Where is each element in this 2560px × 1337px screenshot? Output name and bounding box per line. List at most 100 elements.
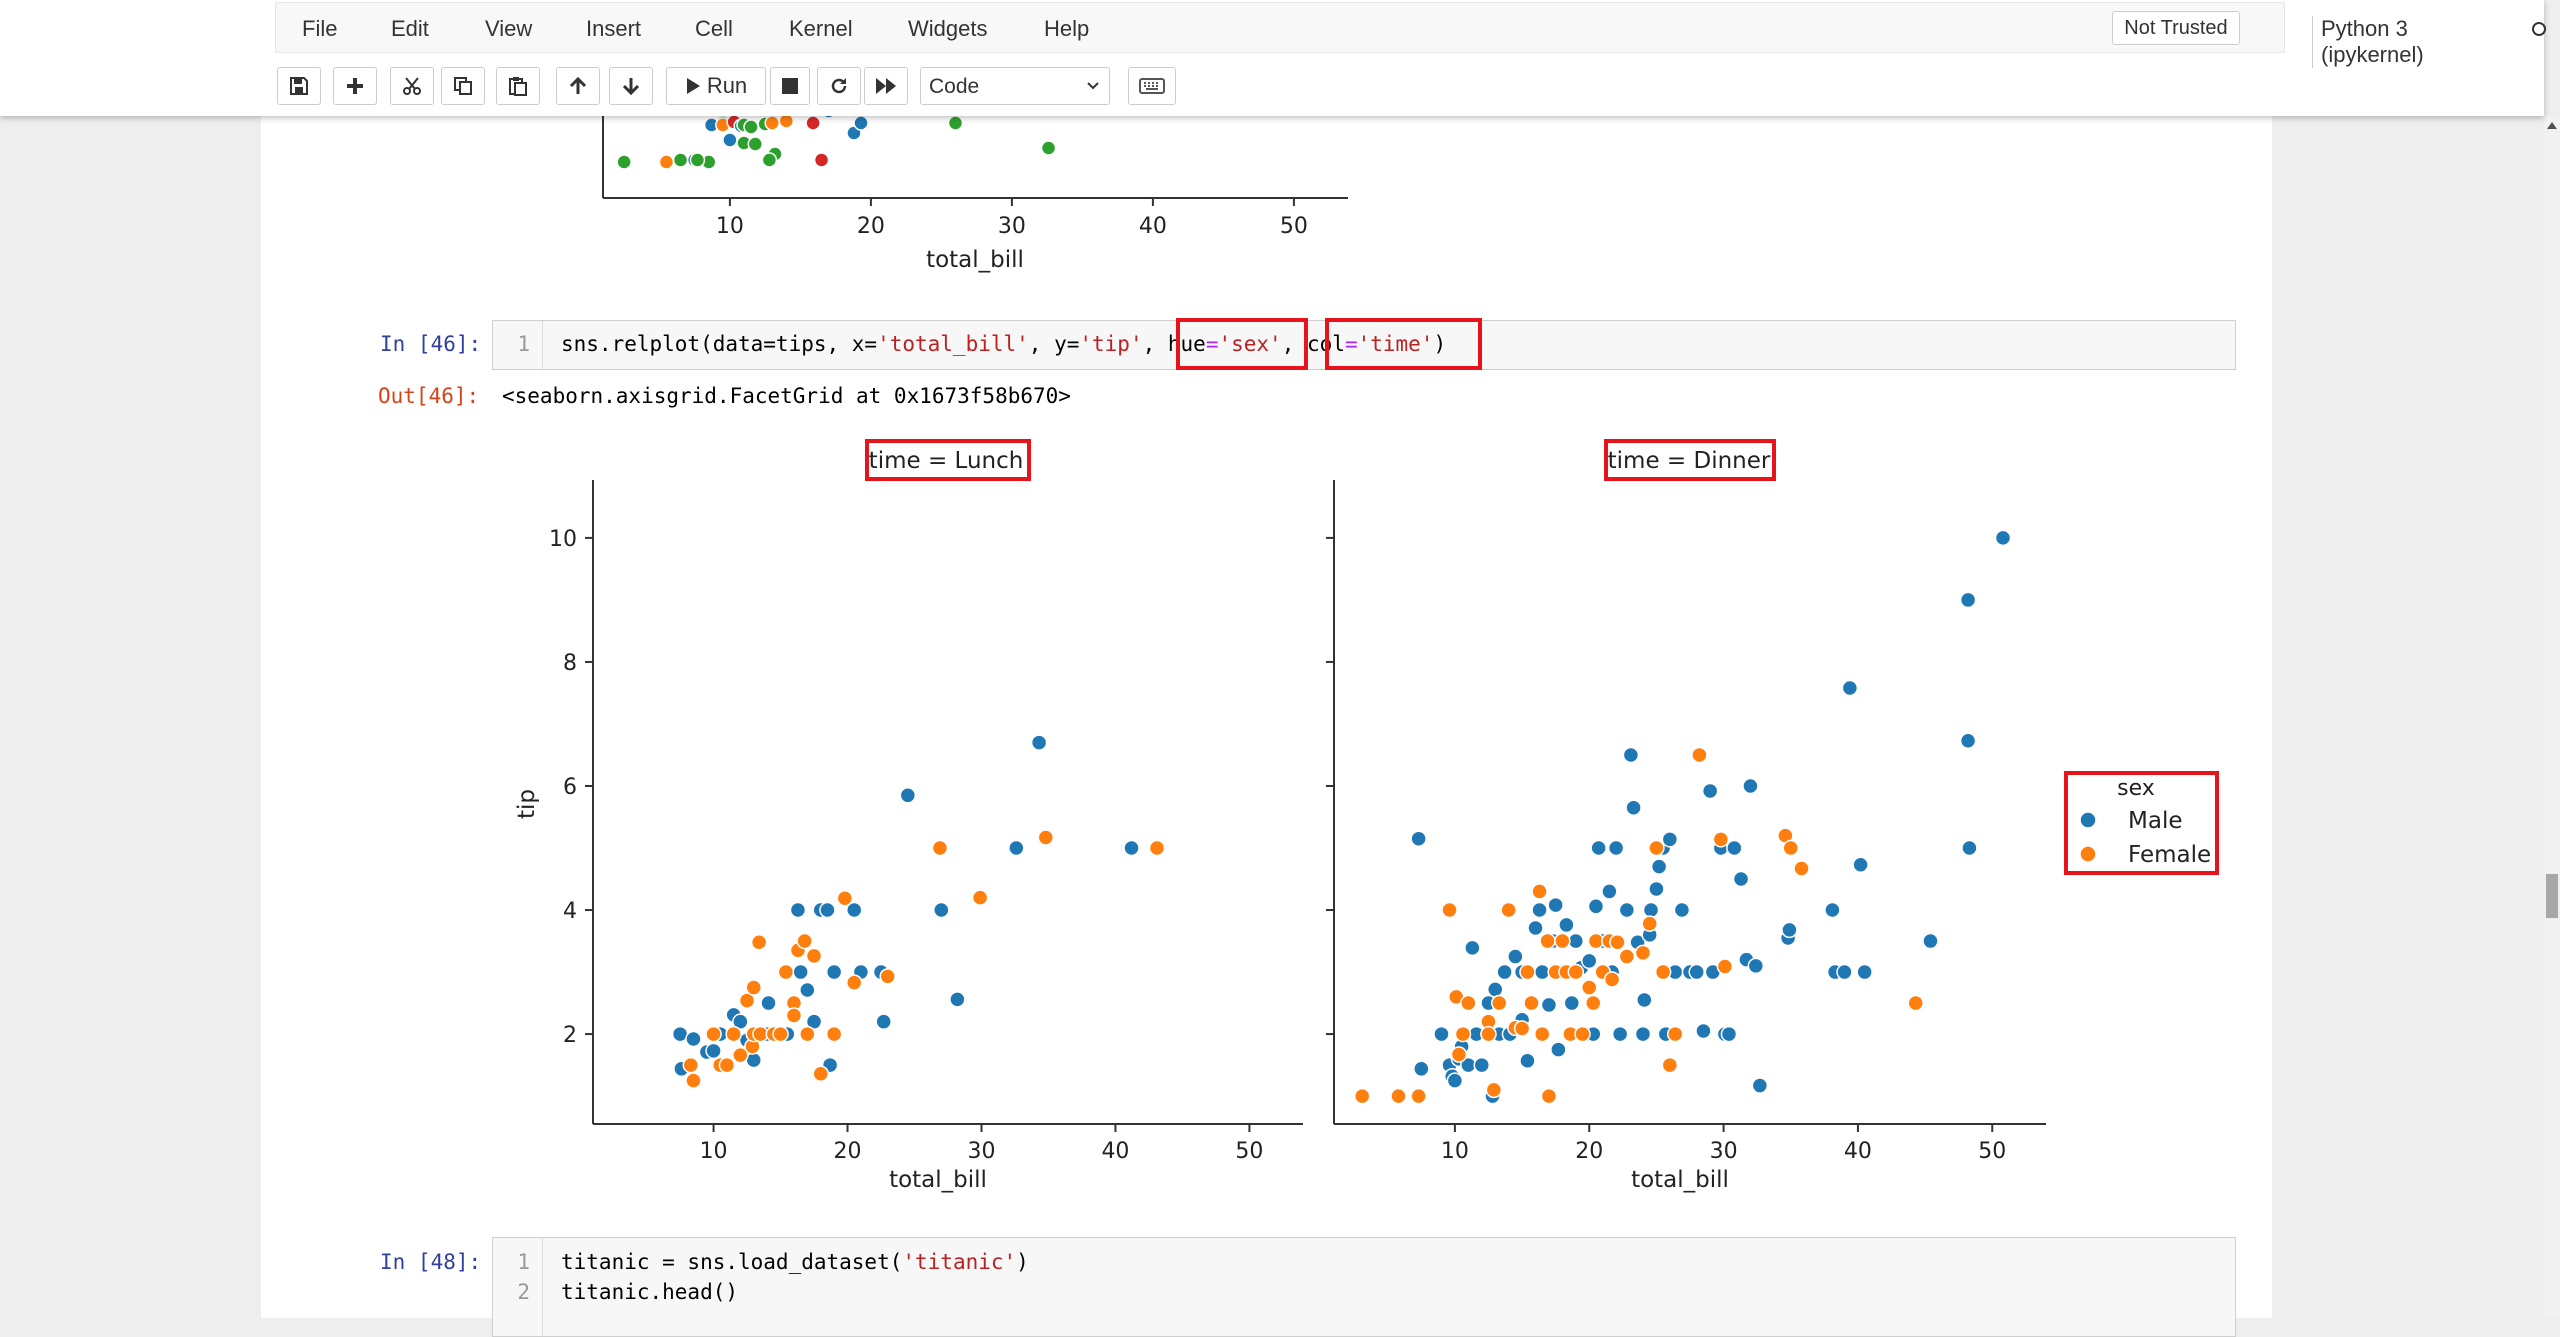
menu-insert[interactable]: Insert	[586, 16, 642, 41]
line-number: 1	[517, 1250, 530, 1274]
scrollbar[interactable]	[2544, 116, 2560, 1318]
data-point-female	[1037, 829, 1055, 846]
legend: sex Male Female	[2064, 771, 2219, 875]
top-plot-point	[747, 136, 764, 152]
top-plot-point	[853, 115, 869, 131]
run-label: Run	[706, 73, 748, 98]
data-point-male	[1852, 856, 1869, 874]
top-plot-point	[658, 154, 675, 170]
scroll-up-arrow-icon[interactable]	[2547, 122, 2557, 129]
kernel-idle-indicator-icon	[2532, 22, 2546, 36]
cell-46-input[interactable]: 1 sns.relplot(data=tips, x='total_bill',…	[492, 320, 2236, 370]
copy-icon	[454, 77, 472, 95]
previous-output-plot: 10 20 30 40 50 total_bill	[602, 100, 1348, 273]
data-point-male	[1413, 1060, 1430, 1078]
x-tick-label: 20	[834, 1139, 862, 1164]
series-female	[1353, 746, 1924, 1105]
paste-button[interactable]	[496, 67, 540, 105]
kernel-name[interactable]: Python 3 (ipykernel)	[2312, 16, 2424, 68]
data-point-male	[1563, 994, 1581, 1012]
line-number: 1	[517, 332, 530, 356]
cell-type-select[interactable]: Code	[920, 67, 1110, 105]
data-point-female	[1539, 932, 1556, 950]
x-tick-label: 30	[967, 1139, 995, 1164]
data-point-female	[1654, 963, 1672, 981]
command-palette-button[interactable]	[1128, 67, 1176, 105]
move-up-button[interactable]	[556, 67, 600, 105]
data-point-female	[1641, 915, 1658, 932]
data-point-female	[1574, 1025, 1591, 1043]
data-point-male	[875, 1013, 892, 1030]
data-point-male	[1701, 782, 1719, 800]
menu-cell[interactable]: Cell	[695, 16, 733, 41]
data-point-female	[1907, 994, 1924, 1012]
top-plot-x-tick-label: 50	[1280, 214, 1308, 239]
menu-view[interactable]: View	[485, 16, 533, 41]
data-point-female	[1666, 1025, 1684, 1043]
data-point-female	[1390, 1087, 1407, 1105]
cell-46-code: sns.relplot(data=tips, x='total_bill', y…	[561, 332, 1446, 356]
menu-widgets[interactable]: Widgets	[908, 16, 988, 41]
copy-button[interactable]	[441, 67, 485, 105]
menu-help[interactable]: Help	[1044, 16, 1090, 41]
cell-type-value: Code	[929, 75, 980, 98]
data-point-male	[1661, 831, 1679, 848]
insert-cell-button[interactable]	[333, 67, 377, 105]
data-point-male	[1590, 839, 1607, 857]
not-trusted-button[interactable]: Not Trusted	[2112, 11, 2240, 45]
run-button[interactable]: Run	[666, 67, 766, 105]
code-text: hue	[1167, 332, 1206, 356]
data-point-male	[1673, 901, 1691, 919]
data-point-female	[772, 1025, 789, 1043]
x-tick-label: 20	[1575, 1139, 1603, 1164]
code-text: , y=	[1028, 332, 1080, 356]
data-point-female	[1485, 1081, 1503, 1099]
restart-button[interactable]	[817, 67, 861, 105]
data-point-male	[1540, 996, 1558, 1014]
code-text: ,	[1281, 332, 1307, 356]
data-point-male	[1922, 932, 1939, 950]
data-point-female	[1793, 860, 1810, 877]
facet-panel-2: 10 20 30 40 50 total_bill time = Dinner	[1326, 448, 2046, 1193]
save-button[interactable]	[277, 67, 321, 105]
facet-panel-1: 10 20 30 40 50 2 4 6 8 10 total_bill time = Lunch	[549, 448, 1303, 1193]
interrupt-button[interactable]	[770, 67, 810, 105]
data-point-female	[1580, 979, 1598, 996]
move-down-button[interactable]	[609, 67, 653, 105]
restart-run-all-button[interactable]	[864, 67, 908, 105]
data-point-female	[1519, 963, 1536, 981]
data-point-male	[1433, 1025, 1450, 1043]
y-tick-label: 6	[563, 775, 577, 800]
data-point-female	[836, 889, 854, 907]
cut-button[interactable]	[390, 67, 434, 105]
data-point-female	[750, 934, 768, 951]
data-point-male	[1547, 896, 1564, 914]
data-point-female	[879, 968, 896, 985]
data-point-male	[1123, 839, 1140, 857]
menu-file[interactable]: File	[302, 16, 338, 41]
top-plot-x-tick-label: 30	[998, 214, 1026, 239]
data-point-female	[1603, 971, 1621, 988]
scrollbar-thumb[interactable]	[2546, 874, 2558, 918]
top-plot-x-tick-label: 20	[857, 214, 885, 239]
menu-kernel[interactable]: Kernel	[789, 16, 853, 41]
highlight-facet-title-dinner	[1604, 439, 1776, 481]
data-point-male	[1824, 901, 1841, 919]
data-point-female	[1691, 746, 1708, 764]
data-point-male	[1726, 839, 1743, 857]
data-point-male	[1519, 1052, 1536, 1069]
data-point-male	[1008, 839, 1025, 857]
data-point-female	[1353, 1087, 1371, 1105]
menu-edit[interactable]: Edit	[391, 16, 429, 41]
data-point-male	[1410, 830, 1427, 847]
legend-label-female: Female	[2128, 842, 2211, 868]
top-plot-point	[813, 152, 830, 168]
cell-48-gutter: 1 2	[493, 1238, 543, 1336]
data-point-male	[732, 1013, 749, 1030]
data-point-male	[1650, 858, 1668, 875]
x-tick-label: 30	[1710, 1139, 1738, 1164]
x-tick-label: 40	[1101, 1139, 1129, 1164]
cell-48-input[interactable]: 1 2 titanic = sns.load_dataset('titanic'…	[492, 1237, 2236, 1337]
data-point-male	[1618, 901, 1636, 919]
data-point-female	[777, 963, 795, 981]
